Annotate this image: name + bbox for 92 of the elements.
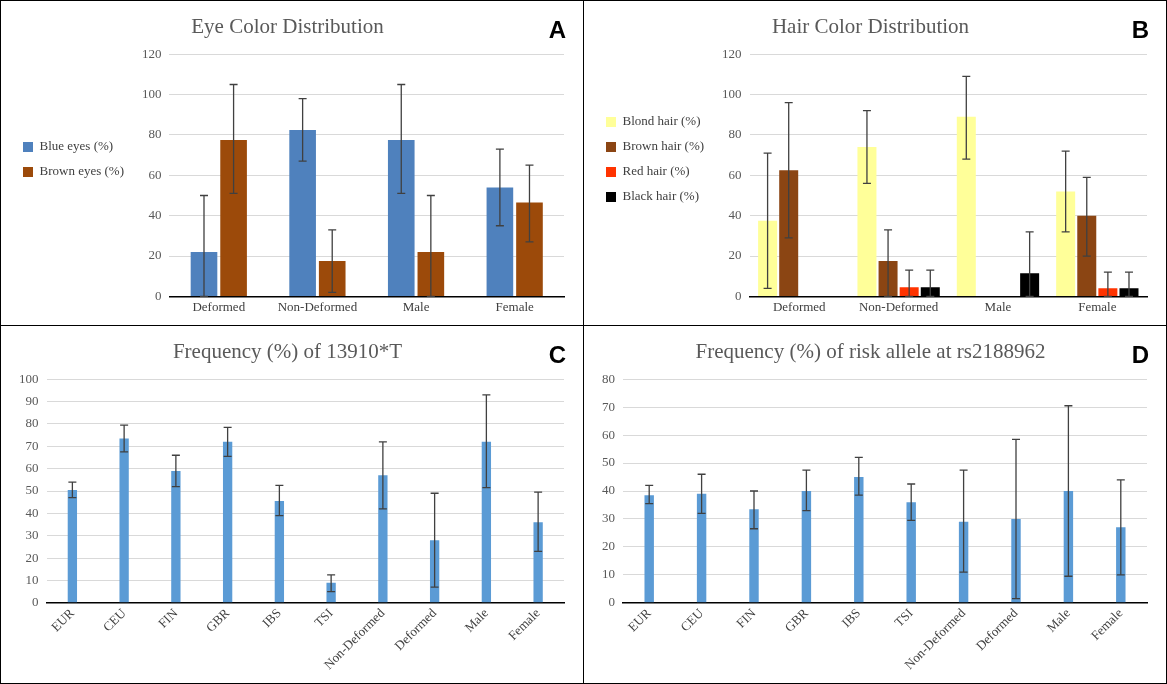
y-tick-label: 80 [148,126,162,142]
y-tick-label: 40 [25,504,39,520]
bar [696,493,707,603]
legend-label: Brown eyes (%) [39,163,124,179]
bar [289,129,316,296]
y-tick-label: 100 [19,370,39,386]
bar [417,252,445,296]
bar [1077,215,1097,296]
x-tick-label: Non-Deformed [277,298,358,314]
y-tick-label: 60 [148,166,162,182]
bar [1056,191,1076,296]
bar [220,139,247,296]
bar [857,147,877,296]
y-tick-label: 20 [602,538,615,554]
y-tick-label: 10 [25,571,39,587]
y-tick-label: 70 [602,398,615,414]
bar [906,502,916,603]
bar [274,501,285,603]
y-tick-label: 40 [602,482,615,498]
x-tick-label: EUR [47,605,78,635]
bar [486,187,514,296]
chart-title: Eye Color Distribution [191,14,385,39]
y-tick-label: 0 [154,287,162,303]
x-tick-label: Female [1078,298,1117,314]
y-tick-label: 0 [608,594,615,610]
y-tick-label: 30 [602,510,615,526]
bar [644,495,654,603]
bar [481,441,492,603]
bar [779,170,799,296]
x-tick-label: Female [495,298,535,314]
bar [119,438,129,603]
text: C [548,340,566,368]
y-tick-label: 80 [728,126,742,142]
y-tick-label: 30 [25,527,39,543]
chart-title: Frequency (%) of risk allele at rs2188962 [695,339,1046,364]
y-tick-label: 20 [728,247,742,263]
legend-label: Blue eyes (%) [39,138,114,154]
legend-label: Blond hair (%) [622,113,701,129]
bar [758,220,778,296]
y-tick-label: 60 [602,426,615,442]
bar [801,491,812,603]
y-tick-label: 100 [141,85,162,101]
y-tick-label: 90 [25,392,39,408]
chart-title: Hair Color Distribution [771,14,970,39]
bar [1116,527,1126,603]
x-tick-label: Deformed [192,298,246,314]
y-tick-label: 10 [602,566,615,582]
y-tick-label: 120 [141,45,162,61]
y-tick-label: 70 [25,437,39,453]
bar [749,509,759,603]
bar [533,522,543,603]
text: A [548,15,566,43]
text: D [1131,340,1149,368]
y-tick-label: 80 [602,370,615,386]
y-tick-label: 50 [602,454,615,470]
y-tick-label: 0 [735,287,742,303]
x-tick-label: Non-Deformed [858,298,939,314]
text: B [1131,15,1149,43]
legend-label: Black hair (%) [622,188,700,204]
y-tick-label: 50 [25,482,39,498]
chart-title: Frequency (%) of 13910*T [172,339,403,364]
bar [318,261,346,296]
y-tick-label: 80 [25,415,39,431]
x-tick-label: Deformed [772,298,827,314]
y-tick-label: 40 [728,207,742,223]
x-tick-label: GBR [781,605,812,635]
bar [854,477,864,603]
x-tick-label: FIN [154,604,181,631]
legend-label: Brown hair (%) [622,138,705,154]
bar [378,475,388,603]
y-tick-label: 20 [25,549,39,565]
x-tick-label: IBS [838,605,864,631]
y-tick-label: 0 [32,594,39,610]
bar [222,441,233,603]
y-tick-label: 40 [148,207,162,223]
y-tick-label: 100 [722,85,742,101]
bar [899,287,919,296]
bar [67,489,78,603]
legend-label: Red hair (%) [622,163,690,179]
x-tick-label: FIN [733,604,759,631]
x-tick-label: Male [984,298,1012,314]
x-tick-label: IBS [259,605,284,631]
y-tick-label: 20 [148,247,162,263]
bar [956,116,976,296]
bar [516,202,543,296]
x-tick-label: GBR [202,605,233,635]
y-tick-label: 60 [728,166,742,182]
y-tick-label: 60 [25,460,39,476]
x-tick-label: Male [402,298,430,314]
y-tick-label: 120 [722,45,742,61]
bar [387,139,415,296]
bar [171,470,181,603]
